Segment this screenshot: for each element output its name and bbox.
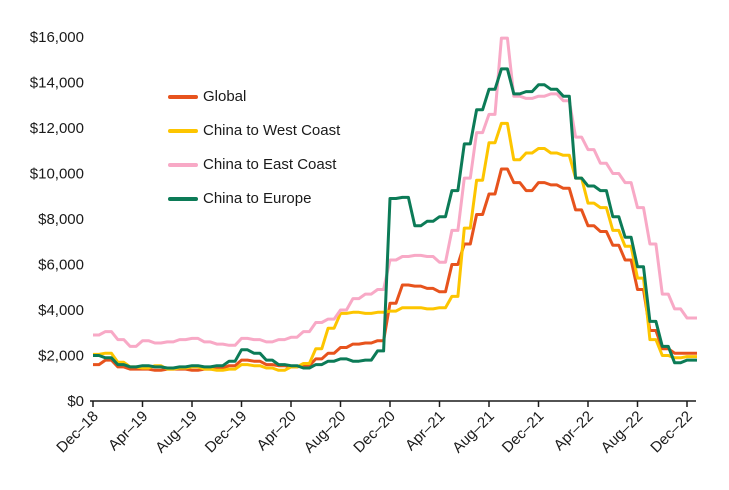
legend-item-china-east-coast: China to East Coast [168,155,340,174]
y-tick-label: $4,000 [38,302,84,319]
x-tick-label: Dec–21 [499,408,548,457]
x-tick-label: Apr–22 [551,408,597,454]
legend-swatch-china-east-coast [168,162,198,167]
legend-item-china-west-coast: China to West Coast [168,121,340,140]
legend-label-china-west-coast: China to West Coast [203,122,341,139]
y-tick-label: $16,000 [30,29,84,46]
legend-label-china-east-coast: China to East Coast [203,156,337,173]
legend-label-global: Global [203,88,247,105]
legend-swatch-china-europe [168,196,198,201]
x-tick-label: Apr–20 [254,408,300,454]
y-tick-label: $8,000 [38,211,84,228]
y-tick-label: $0 [67,393,84,410]
x-tick-label: Aug–20 [301,408,350,457]
y-tick-label: $2,000 [38,348,84,365]
y-tick-label: $6,000 [38,257,84,274]
legend-item-global: Global [168,87,340,106]
x-tick-label: Aug–22 [598,408,647,457]
legend-label-china-europe: China to Europe [203,190,312,207]
series-line-global [93,167,697,372]
series-line-china-to-europe [93,67,697,370]
legend-swatch-china-west-coast [168,128,198,133]
chart-legend: Global China to West Coast China to East… [168,87,340,208]
x-tick-label: Dec–18 [53,408,102,457]
x-tick-label: Aug–19 [152,408,201,457]
legend-swatch-global [168,94,198,99]
x-tick-label: Apr–21 [402,408,448,454]
x-tick-label: Dec–20 [350,408,399,457]
y-tick-label: $14,000 [30,75,84,92]
x-tick-label: Dec–22 [647,408,696,457]
y-tick-label: $10,000 [30,166,84,183]
x-tick-label: Apr–19 [105,408,151,454]
y-tick-label: $12,000 [30,120,84,137]
series-line-china-to-east-coast [93,36,697,348]
x-tick-label: Dec–19 [202,408,251,457]
x-tick-label: Aug–21 [449,408,498,457]
legend-item-china-europe: China to Europe [168,189,340,208]
